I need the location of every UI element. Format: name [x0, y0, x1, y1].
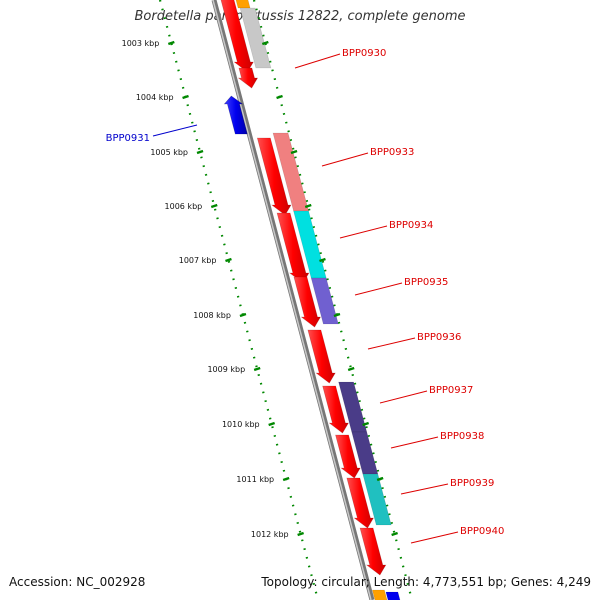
- gene-bpp0929-arrow: [220, 0, 254, 73]
- gene-bpp0938-arrow: [335, 434, 361, 479]
- gene-bpp0935-arrow: [293, 276, 322, 328]
- gene-leader-line: [367, 337, 416, 350]
- genome-backbone-highlight: [212, 0, 372, 600]
- gene-leader-line: [152, 124, 198, 137]
- gene-leader-line: [400, 483, 449, 495]
- scale-tick-label: 1012 kbp: [251, 530, 289, 539]
- gene-bpp0930-function-box: [239, 7, 272, 69]
- gene-partial-orange: [235, 0, 251, 9]
- scale-tick-right: [376, 476, 384, 482]
- gene-label-bpp0930: BPP0930: [342, 48, 386, 59]
- gene-bpp0931-arrow: [223, 95, 248, 135]
- scale-tick: [210, 203, 218, 209]
- gene-label-bpp0938: BPP0938: [440, 431, 484, 442]
- scale-tick-right: [333, 312, 341, 318]
- scale-tick: [182, 94, 189, 100]
- genome-backbone: [211, 0, 375, 600]
- scale-tick: [282, 476, 290, 482]
- scale-tick-right: [290, 149, 298, 155]
- gene-leader-line: [354, 282, 403, 296]
- scale-tick: [167, 40, 175, 46]
- scale-tick-label: 1011 kbp: [236, 475, 274, 484]
- gene-leader-line: [410, 531, 459, 544]
- scale-tick-right: [276, 94, 283, 100]
- scale-tick-right: [261, 40, 269, 46]
- scale-tick-right: [362, 421, 370, 427]
- gene-label-bpp0931: BPP0931: [106, 133, 150, 144]
- scale-tick-label: 1007 kbp: [179, 256, 217, 265]
- scale-tick-label: 1005 kbp: [150, 148, 188, 157]
- gene-bpp0930-arrow: [237, 67, 259, 89]
- gene-bpp0935-function-box: [310, 277, 339, 325]
- gene-partial-bottom-blue: [385, 591, 401, 600]
- scale-tick-right: [304, 203, 312, 209]
- gene-bpp0936-arrow: [307, 329, 336, 384]
- gene-bpp0933-arrow: [256, 137, 292, 216]
- gene-leader-line: [390, 436, 439, 449]
- accession-text: Accession: NC_002928: [9, 575, 146, 589]
- gene-label-bpp0935: BPP0935: [404, 277, 448, 288]
- gene-bpp0939-arrow: [346, 477, 374, 529]
- scale-track-right: [252, 0, 414, 600]
- gene-label-bpp0939: BPP0939: [450, 478, 494, 489]
- gene-bpp0937-arrow: [322, 385, 349, 434]
- gene-label-bpp0940: BPP0940: [460, 526, 504, 537]
- scale-tick: [239, 312, 247, 318]
- gene-leader-line: [339, 225, 388, 239]
- gene-leader-line: [294, 53, 341, 69]
- gene-label-bpp0934: BPP0934: [389, 220, 433, 231]
- genome-summary-text: Topology: circular; Length: 4,773,551 bp…: [261, 575, 591, 589]
- scale-tick: [253, 366, 261, 372]
- gene-label-bpp0933: BPP0933: [370, 147, 414, 158]
- scale-tick-label: 1008 kbp: [193, 311, 231, 320]
- gene-bpp0939-function-box: [362, 473, 392, 526]
- scale-tick: [268, 421, 276, 427]
- scale-tick: [196, 149, 204, 155]
- gene-leader-line: [379, 390, 428, 404]
- scale-tick-label: 1004 kbp: [136, 93, 174, 102]
- scale-tick-label: 1003 kbp: [122, 39, 160, 48]
- gene-partial-bottom-orange: [371, 589, 388, 600]
- scale-tick-right: [347, 366, 355, 372]
- scale-tick-label: 1009 kbp: [207, 365, 245, 374]
- scale-tick-right: [319, 257, 326, 263]
- gene-bpp0940-arrow: [359, 527, 387, 576]
- gene-label-bpp0936: BPP0936: [417, 332, 461, 343]
- scale-tick-label: 1006 kbp: [165, 202, 203, 211]
- scale-tick: [297, 531, 305, 537]
- gene-leader-line: [321, 152, 369, 167]
- scale-tick: [225, 257, 232, 263]
- scale-tick-label: 1010 kbp: [222, 420, 260, 429]
- gene-label-bpp0937: BPP0937: [429, 385, 473, 396]
- scale-tick-right: [391, 531, 399, 537]
